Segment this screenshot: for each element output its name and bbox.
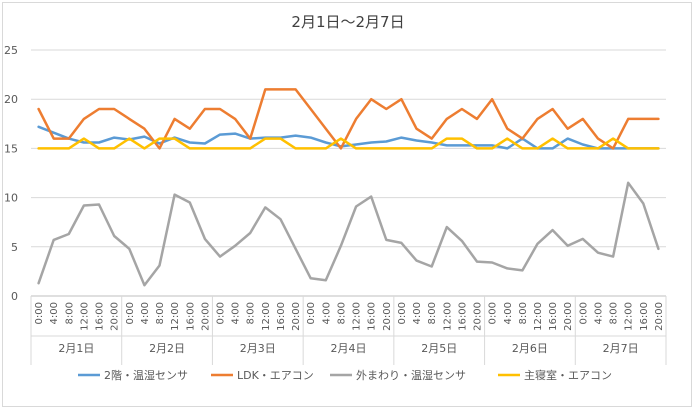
x-tick-label: 16:00 bbox=[457, 302, 468, 331]
series-line bbox=[37, 137, 660, 150]
legend-item: 外まわり・温湿センサ bbox=[330, 369, 466, 382]
x-tick-label: 0:00 bbox=[215, 302, 226, 324]
x-tick-label: 12:00 bbox=[442, 302, 453, 331]
x-tick-label: 0:00 bbox=[488, 302, 499, 324]
legend-label: LDK・エアコン bbox=[237, 369, 314, 382]
x-tick-label: 4:00 bbox=[49, 302, 60, 324]
series-2 bbox=[37, 88, 660, 150]
x-tick-label: 4:00 bbox=[503, 302, 514, 324]
x-tick-label: 12:00 bbox=[79, 302, 90, 331]
legend-item: LDK・エアコン bbox=[211, 369, 314, 382]
day-label: 2月1日 bbox=[58, 342, 94, 355]
x-tick-label: 4:00 bbox=[412, 302, 423, 324]
x-tick-label: 0:00 bbox=[306, 302, 317, 324]
x-tick-label: 20:00 bbox=[473, 302, 484, 331]
day-label: 2月6日 bbox=[512, 342, 548, 355]
x-tick-label: 8:00 bbox=[518, 302, 529, 324]
x-tick-label: 0:00 bbox=[578, 302, 589, 324]
x-tick-label: 8:00 bbox=[246, 302, 257, 324]
x-tick-label: 8:00 bbox=[336, 302, 347, 324]
day-label: 2月7日 bbox=[603, 342, 639, 355]
x-axis: 0:00 4:00 8:00 12:00 16:00 20:00 0:00 4:00 8:00 1… bbox=[30, 295, 667, 365]
day-label: 2月3日 bbox=[240, 342, 276, 355]
series-4 bbox=[37, 137, 660, 150]
x-tick-label: 16:00 bbox=[185, 302, 196, 331]
x-tick-label: 12:00 bbox=[533, 302, 544, 331]
day-label: 2月4日 bbox=[331, 342, 367, 355]
x-tick-label: 4:00 bbox=[140, 302, 151, 324]
y-tick-label: 25 bbox=[4, 44, 18, 57]
gridlines bbox=[31, 49, 666, 248]
x-tick-label: 16:00 bbox=[276, 302, 287, 331]
series-group bbox=[37, 88, 660, 287]
legend-label: 2階・温湿センサ bbox=[104, 368, 188, 382]
x-tick-label: 12:00 bbox=[624, 302, 635, 331]
legend: 2階・温湿センサ LDK・エアコン 外まわり・温湿センサ 主寝室・エアコン bbox=[78, 368, 612, 382]
legend-item: 主寝室・エアコン bbox=[498, 368, 612, 382]
x-tick-label: 20:00 bbox=[382, 302, 393, 331]
x-tick-label: 20:00 bbox=[200, 302, 211, 331]
chart-title: 2月1日～2月7日 bbox=[291, 13, 404, 31]
x-tick-label: 0:00 bbox=[34, 302, 45, 324]
y-tick-label: 5 bbox=[11, 241, 18, 254]
x-tick-label: 16:00 bbox=[548, 302, 559, 331]
series-line bbox=[37, 181, 660, 287]
x-tick-label: 16:00 bbox=[639, 302, 650, 331]
series-1 bbox=[37, 125, 660, 150]
y-tick-label: 15 bbox=[4, 142, 18, 155]
x-tick-label: 4:00 bbox=[321, 302, 332, 324]
y-tick-label: 10 bbox=[4, 192, 18, 205]
x-tick-label: 16:00 bbox=[95, 302, 106, 331]
x-tick-label: 20:00 bbox=[110, 302, 121, 331]
y-tick-label: 20 bbox=[4, 93, 18, 106]
x-tick-label: 4:00 bbox=[593, 302, 604, 324]
x-tick-label: 20:00 bbox=[563, 302, 574, 331]
series-line bbox=[37, 125, 660, 150]
x-tick-label: 8:00 bbox=[427, 302, 438, 324]
y-tick-label: 0 bbox=[11, 290, 18, 303]
legend-label: 外まわり・温湿センサ bbox=[356, 369, 466, 382]
x-tick-label: 12:00 bbox=[261, 302, 272, 331]
x-tick-label: 4:00 bbox=[231, 302, 242, 324]
y-axis: 0 5 10 15 20 25 bbox=[4, 44, 18, 303]
x-tick-label: 0:00 bbox=[125, 302, 136, 324]
legend-label: 主寝室・エアコン bbox=[524, 368, 612, 382]
day-label: 2月2日 bbox=[149, 342, 185, 355]
x-tick-label: 0:00 bbox=[397, 302, 408, 324]
chart-frame bbox=[2, 2, 692, 407]
x-tick-label: 20:00 bbox=[291, 302, 302, 331]
x-tick-label: 12:00 bbox=[352, 302, 363, 331]
x-tick-label: 20:00 bbox=[654, 302, 665, 331]
x-tick-label: 8:00 bbox=[64, 302, 75, 324]
x-tick-label: 8:00 bbox=[155, 302, 166, 324]
legend-item: 2階・温湿センサ bbox=[78, 368, 188, 382]
day-label: 2月5日 bbox=[421, 342, 457, 355]
x-tick-label: 12:00 bbox=[170, 302, 181, 331]
series-line bbox=[37, 88, 660, 150]
x-tick-label: 16:00 bbox=[367, 302, 378, 331]
series-3 bbox=[37, 181, 660, 287]
x-tick-label: 8:00 bbox=[609, 302, 620, 324]
